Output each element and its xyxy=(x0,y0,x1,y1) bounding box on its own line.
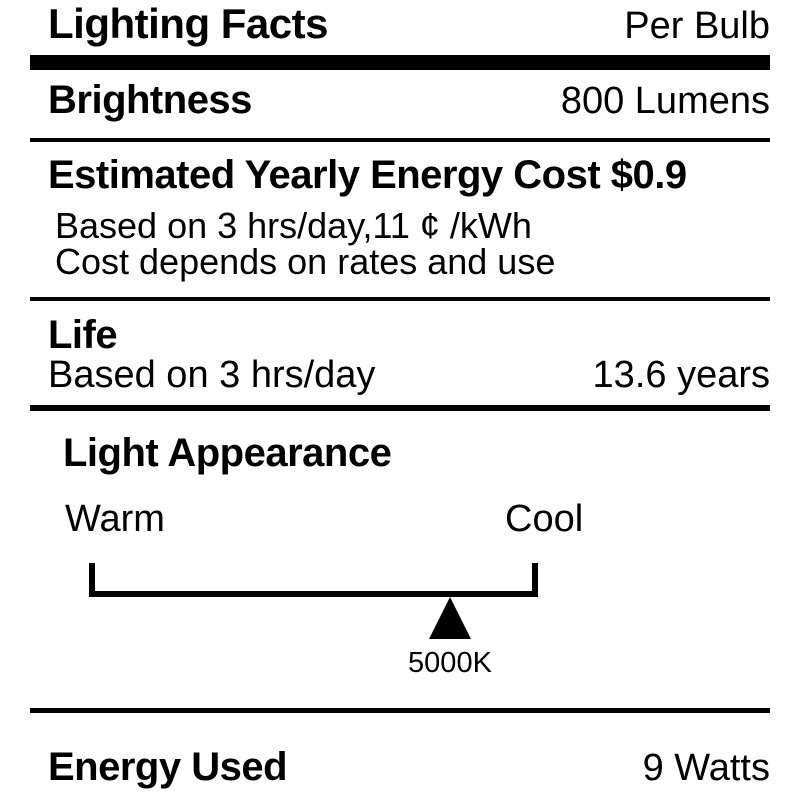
divider-medium-2 xyxy=(30,708,770,713)
energy-used-value: 9 Watts xyxy=(642,747,770,789)
brightness-label: Brightness xyxy=(48,78,252,122)
divider-thin-2 xyxy=(30,297,770,301)
cool-label: Cool xyxy=(505,498,584,540)
divider-thin-1 xyxy=(30,138,770,142)
kelvin-marker-triangle-icon xyxy=(428,597,471,639)
kelvin-scale: 5000K xyxy=(89,563,538,688)
life-row: Based on 3 hrs/day 13.6 years xyxy=(48,354,770,398)
energy-cost-heading: Estimated Yearly Energy Cost $0.9 xyxy=(48,153,687,197)
label-title: Lighting Facts xyxy=(48,0,329,47)
scale-tick-warm xyxy=(89,563,95,597)
life-value: 13.6 years xyxy=(592,354,770,396)
energy-used-row: Energy Used 9 Watts xyxy=(48,744,770,791)
energy-cost-note-rates: Cost depends on rates and use xyxy=(55,241,556,282)
kelvin-value: 5000K xyxy=(408,647,492,679)
energy-cost-note-basis: Based on 3 hrs/day,11 ¢ /kWh xyxy=(55,205,532,246)
divider-thick xyxy=(30,55,770,70)
life-label: Life xyxy=(48,313,118,357)
divider-medium-1 xyxy=(30,405,770,411)
brightness-row: Brightness 800 Lumens xyxy=(48,77,770,124)
scale-tick-cool xyxy=(532,563,538,597)
light-appearance-heading: Light Appearance xyxy=(63,431,392,475)
scale-line xyxy=(89,591,538,597)
header-row: Lighting Facts Per Bulb xyxy=(48,0,770,49)
life-basis: Based on 3 hrs/day xyxy=(48,354,376,396)
per-bulb-label: Per Bulb xyxy=(624,5,770,47)
brightness-value: 800 Lumens xyxy=(560,80,770,122)
warm-label: Warm xyxy=(65,498,165,540)
energy-used-label: Energy Used xyxy=(48,745,288,789)
